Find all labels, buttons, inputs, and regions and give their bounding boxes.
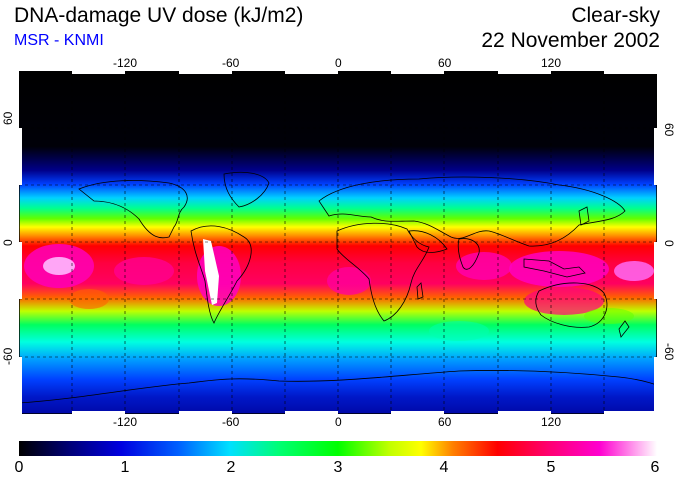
uv-peak-patch — [614, 261, 654, 281]
lat-tick-left-label: 0 — [1, 239, 15, 246]
coastline-india — [457, 238, 480, 270]
map-frame — [19, 71, 657, 414]
lon-tick-bottom-label: -120 — [113, 415, 138, 429]
lon-tick-bottom-label: 120 — [541, 415, 562, 429]
coastline-japan — [578, 206, 590, 226]
lat-tick-right-label: 60 — [662, 123, 676, 137]
coastline-north-america — [78, 180, 188, 239]
uv-field — [19, 71, 657, 414]
lon-tick-bottom-label: 0 — [335, 415, 342, 429]
uv-peak-patch — [509, 251, 609, 287]
lon-tick-top-label: -60 — [222, 56, 240, 70]
lon-tick-top-label: 120 — [541, 56, 562, 70]
colorbar — [19, 441, 657, 456]
date-label: 22 November 2002 — [481, 29, 660, 52]
coastline-south-america — [190, 225, 252, 324]
uv-peak-patch — [456, 252, 512, 280]
lat-tick-left-label: -60 — [1, 347, 15, 365]
coastline-eurasia — [318, 176, 626, 247]
uv-peak-patch — [114, 257, 174, 285]
uv-peak-patch — [203, 239, 219, 305]
colorbar-tick-label: 3 — [333, 459, 343, 476]
credit-label: MSR - KNMI — [14, 32, 104, 49]
colorbar-gradient — [19, 441, 657, 456]
uv-low-patch — [584, 308, 634, 324]
lat-tick-right-label: -60 — [662, 343, 676, 361]
coastlines — [19, 171, 657, 404]
lat-tick-left-label: 60 — [1, 111, 15, 125]
colorbar-tick-label: 1 — [120, 459, 130, 476]
coastline-antarctica — [19, 370, 657, 404]
colorbar-tick-label: 6 — [650, 459, 660, 476]
colorbar-tick-label: 2 — [226, 459, 236, 476]
uv-peak-patch — [43, 257, 75, 275]
lon-tick-top-label: 60 — [438, 56, 452, 70]
coastline-arabia — [408, 230, 448, 253]
colorbar-tick-label: 5 — [546, 459, 556, 476]
lon-tick-bottom-label: -60 — [222, 415, 240, 429]
coastline-new-zealand — [618, 320, 630, 338]
uv-low-patch — [69, 289, 109, 309]
uv-peak-patch — [327, 267, 371, 295]
coastline-indonesia — [523, 258, 586, 278]
colorbar-tick-label: 0 — [14, 459, 24, 476]
coastline-madagascar — [416, 282, 424, 300]
uv-low-patch — [429, 321, 489, 341]
coastline-greenland — [223, 171, 270, 208]
lat-tick-right-label: 0 — [662, 240, 676, 247]
map-title: DNA-damage UV dose (kJ/m2) — [14, 4, 304, 27]
lon-tick-bottom-label: 60 — [438, 415, 452, 429]
colorbar-tick-label: 4 — [439, 459, 449, 476]
coastline-africa — [336, 222, 430, 322]
uv-peak-patch — [524, 287, 604, 315]
graticule — [19, 71, 657, 414]
condition-label: Clear-sky — [571, 4, 660, 27]
uv-dose-map — [19, 71, 657, 414]
coastline-australia — [535, 282, 608, 328]
lon-tick-top-label: 0 — [335, 56, 342, 70]
lon-tick-top-label: -120 — [113, 56, 138, 70]
